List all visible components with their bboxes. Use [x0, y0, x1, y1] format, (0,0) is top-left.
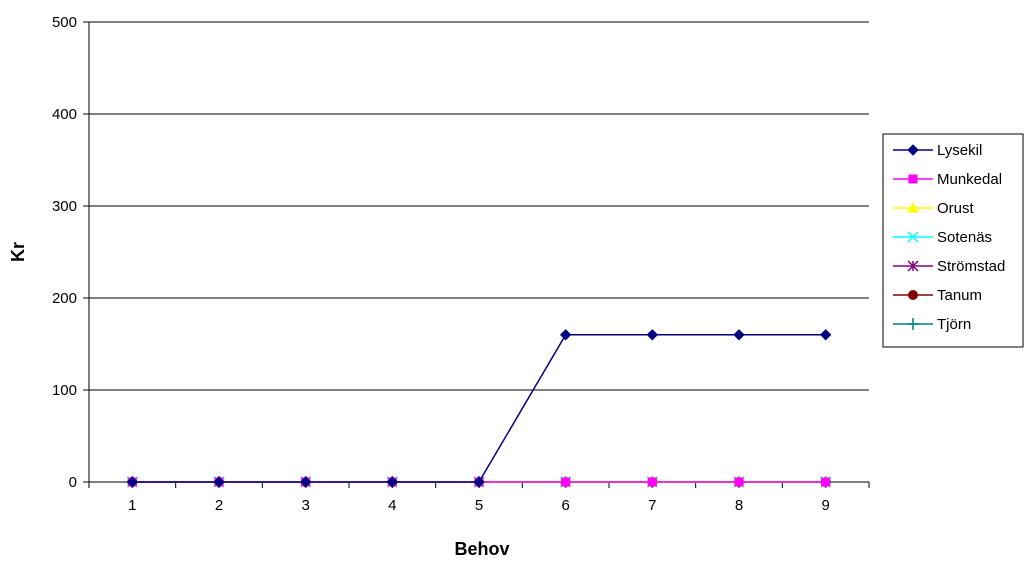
legend-label: Tanum — [937, 287, 982, 304]
legend-marker — [908, 290, 918, 300]
y-tick-label: 400 — [52, 106, 77, 123]
legend-marker — [907, 231, 919, 243]
legend-label: Tjörn — [937, 316, 971, 333]
legend-marker — [908, 174, 918, 184]
y-tick-label: 0 — [69, 474, 77, 491]
legend-label: Munkedal — [937, 171, 1002, 188]
legend-label: Strömstad — [937, 258, 1005, 275]
legend-item: Lysekil — [893, 142, 982, 159]
data-point — [386, 476, 399, 488]
gridlines — [89, 21, 869, 391]
legend-label: Orust — [937, 200, 975, 217]
legend-item: Strömstad — [893, 258, 1005, 275]
legend-item: Tjörn — [893, 316, 971, 333]
legend-box — [882, 133, 1024, 348]
legend-item: Tanum — [893, 287, 982, 304]
data-point — [561, 477, 571, 487]
x-tick-label: 4 — [388, 497, 396, 514]
x-tick-label: 8 — [735, 497, 743, 514]
legend-marker — [907, 201, 919, 213]
legend-marker — [907, 144, 919, 156]
data-point — [733, 329, 745, 341]
data-point — [734, 477, 744, 487]
y-tick-label: 100 — [52, 382, 77, 399]
x-axis-ticks: 1 2 3 4 5 6 7 8 9 — [88, 482, 870, 514]
legend-label: Lysekil — [937, 142, 982, 159]
series-lysekil — [126, 329, 832, 488]
data-point — [647, 477, 657, 487]
y-tick-label: 200 — [52, 290, 77, 307]
x-tick-label: 7 — [648, 497, 656, 514]
series-group — [126, 329, 832, 488]
legend-marker — [907, 260, 919, 272]
y-axis-ticks: 0 100 200 300 400 500 — [52, 14, 89, 491]
data-point — [213, 476, 225, 488]
legend: Lysekil Munkedal Orust Sotenäs Strömstad Tanu… — [882, 133, 1024, 348]
legend-item: Sotenäs — [893, 229, 992, 246]
x-tick-label: 3 — [301, 497, 309, 514]
data-point — [473, 476, 485, 488]
data-point — [646, 329, 659, 341]
data-point — [821, 477, 831, 487]
y-axis-title: Kr — [8, 242, 28, 262]
y-tick-label: 300 — [52, 198, 77, 215]
series-line — [132, 334, 826, 483]
x-tick-label: 6 — [561, 497, 569, 514]
x-tick-label: 1 — [128, 497, 136, 514]
legend-item: Munkedal — [893, 171, 1002, 188]
legend-marker — [907, 318, 919, 330]
axes — [88, 22, 869, 483]
x-tick-label: 2 — [215, 497, 223, 514]
legend-label: Sotenäs — [937, 229, 992, 246]
x-axis-title: Behov — [454, 539, 509, 559]
x-tick-label: 5 — [475, 497, 483, 514]
data-point — [299, 476, 312, 488]
data-point — [559, 329, 572, 341]
x-tick-label: 9 — [821, 497, 829, 514]
data-point — [819, 329, 832, 341]
data-point — [126, 476, 139, 488]
y-tick-label: 500 — [52, 14, 77, 31]
legend-item: Orust — [893, 200, 975, 217]
